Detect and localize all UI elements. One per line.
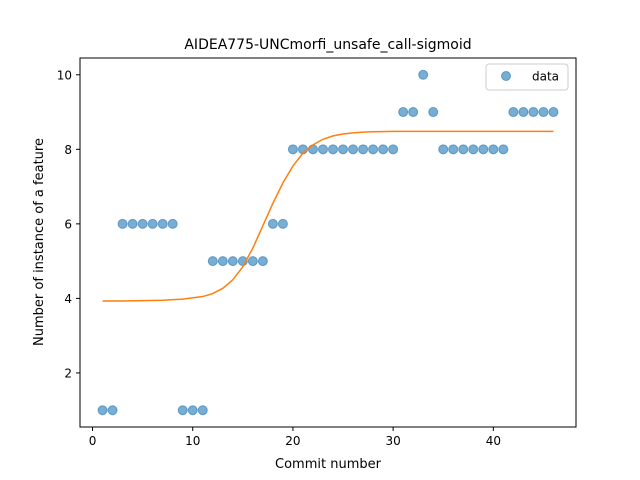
data-point bbox=[418, 69, 429, 80]
data-point bbox=[528, 107, 539, 118]
x-axis-label: Commit number bbox=[275, 457, 382, 472]
data-point bbox=[508, 107, 519, 118]
data-point bbox=[468, 144, 479, 155]
data-point bbox=[408, 107, 419, 118]
data-point bbox=[498, 144, 509, 155]
data-point bbox=[147, 218, 158, 229]
data-point bbox=[307, 144, 318, 155]
data-point bbox=[438, 144, 449, 155]
data-point bbox=[107, 405, 118, 416]
data-point bbox=[257, 256, 268, 267]
data-point bbox=[167, 218, 178, 229]
legend: data bbox=[485, 63, 569, 91]
data-point bbox=[217, 256, 228, 267]
legend-box bbox=[485, 63, 569, 91]
data-point bbox=[267, 218, 278, 229]
y-tick-label: 4 bbox=[64, 292, 72, 306]
sigmoid-fit-line bbox=[102, 130, 554, 302]
data-point bbox=[317, 144, 328, 155]
data-point bbox=[398, 107, 409, 118]
data-point bbox=[277, 218, 288, 229]
y-tick-label: 2 bbox=[64, 366, 72, 380]
chart-title: AIDEA775-UNCmorfi_unsafe_call-sigmoid bbox=[184, 37, 471, 53]
y-axis-label: Number of instance of a feature bbox=[32, 138, 47, 346]
data-point bbox=[137, 218, 148, 229]
data-point bbox=[287, 144, 298, 155]
data-point bbox=[518, 107, 529, 118]
axis-ticks: 0 10 20 30 40 2 4 6 8 10 bbox=[57, 68, 501, 448]
plot-frame bbox=[79, 57, 577, 428]
data-point bbox=[538, 107, 549, 118]
x-tick-label: 10 bbox=[185, 434, 200, 448]
data-point bbox=[227, 256, 238, 267]
data-point bbox=[488, 144, 499, 155]
data-point bbox=[548, 107, 559, 118]
data-point bbox=[187, 405, 198, 416]
data-point bbox=[458, 144, 469, 155]
data-point bbox=[448, 144, 459, 155]
data-point bbox=[348, 144, 359, 155]
y-tick-label: 6 bbox=[64, 217, 72, 231]
y-tick-label: 8 bbox=[64, 143, 72, 157]
data-point bbox=[207, 256, 218, 267]
data-point bbox=[368, 144, 379, 155]
data-point bbox=[117, 218, 128, 229]
x-tick-label: 40 bbox=[486, 434, 501, 448]
data-point bbox=[127, 218, 138, 229]
x-tick-label: 30 bbox=[385, 434, 400, 448]
data-point bbox=[358, 144, 369, 155]
data-point bbox=[328, 144, 339, 155]
data-point bbox=[338, 144, 349, 155]
plot-area bbox=[97, 69, 559, 416]
data-point bbox=[378, 144, 389, 155]
data-point bbox=[157, 218, 168, 229]
data-point bbox=[428, 107, 439, 118]
data-point bbox=[197, 405, 208, 416]
data-point bbox=[247, 256, 258, 267]
data-point bbox=[478, 144, 489, 155]
data-point bbox=[97, 405, 108, 416]
legend-label-data: data bbox=[532, 70, 559, 84]
x-tick-label: 20 bbox=[285, 434, 300, 448]
data-point bbox=[388, 144, 399, 155]
legend-marker-data bbox=[501, 71, 511, 81]
data-point bbox=[177, 405, 188, 416]
x-tick-label: 0 bbox=[89, 434, 97, 448]
y-tick-label: 10 bbox=[57, 68, 72, 82]
